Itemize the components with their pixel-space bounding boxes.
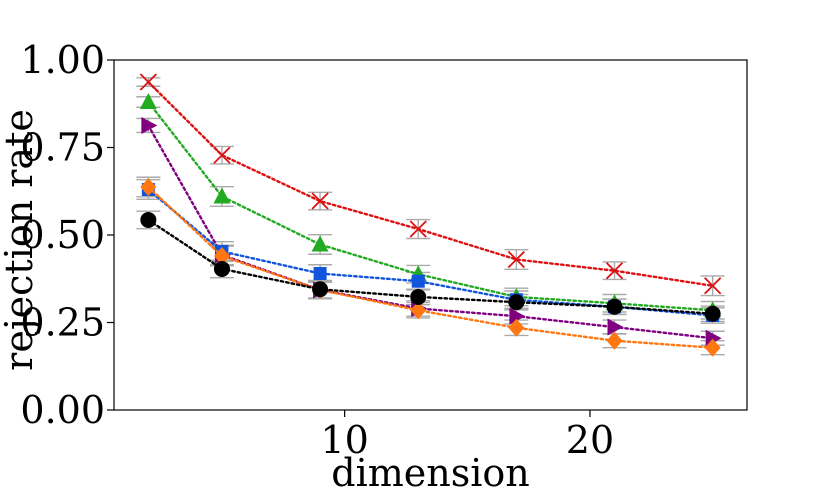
data-point — [507, 250, 526, 269]
data-point — [140, 211, 157, 228]
data-point — [140, 178, 157, 197]
x-tick-label: 20 — [566, 418, 614, 462]
data-point — [606, 298, 623, 315]
series-line — [147, 185, 714, 349]
data-point — [410, 288, 427, 305]
series-blue-square — [141, 183, 720, 322]
axis-layer: 0.00 0.25 0.50 0.75 1.00 10 20 — [20, 38, 614, 462]
y-tick-label: 1.00 — [20, 38, 105, 82]
plot-frame — [113, 59, 748, 411]
data-point — [312, 281, 329, 298]
error-bar-layer — [136, 77, 725, 356]
data-point — [508, 318, 525, 337]
data-point — [213, 260, 230, 277]
data-point — [607, 318, 624, 336]
plot-layer — [136, 73, 725, 357]
y-tick-label: 0.00 — [20, 388, 105, 432]
data-point — [605, 262, 624, 280]
y-tick-label: 0.50 — [20, 213, 105, 257]
data-point — [139, 93, 157, 109]
data-point — [311, 235, 329, 252]
series-red-x — [139, 73, 722, 295]
data-point — [311, 192, 329, 210]
data-point — [508, 294, 525, 311]
data-point — [704, 277, 722, 295]
x-axis-label: dimension — [331, 451, 529, 495]
data-point — [704, 305, 721, 322]
data-point — [409, 220, 427, 238]
data-point — [509, 307, 526, 325]
series-black-circle — [140, 211, 721, 322]
data-point — [704, 338, 721, 357]
data-point — [313, 267, 327, 280]
data-point — [213, 187, 231, 204]
data-point — [606, 331, 623, 350]
data-point — [410, 301, 427, 320]
y-tick-label: 0.75 — [20, 126, 105, 170]
series-line — [147, 80, 714, 287]
y-axis-label: rejection rate — [0, 109, 41, 371]
data-point — [411, 274, 425, 288]
x-tick-label: 10 — [320, 418, 368, 462]
data-point — [213, 146, 231, 164]
data-point — [141, 116, 158, 134]
data-point — [213, 247, 230, 265]
y-tick-label: 0.25 — [20, 301, 105, 345]
data-point — [139, 73, 157, 91]
